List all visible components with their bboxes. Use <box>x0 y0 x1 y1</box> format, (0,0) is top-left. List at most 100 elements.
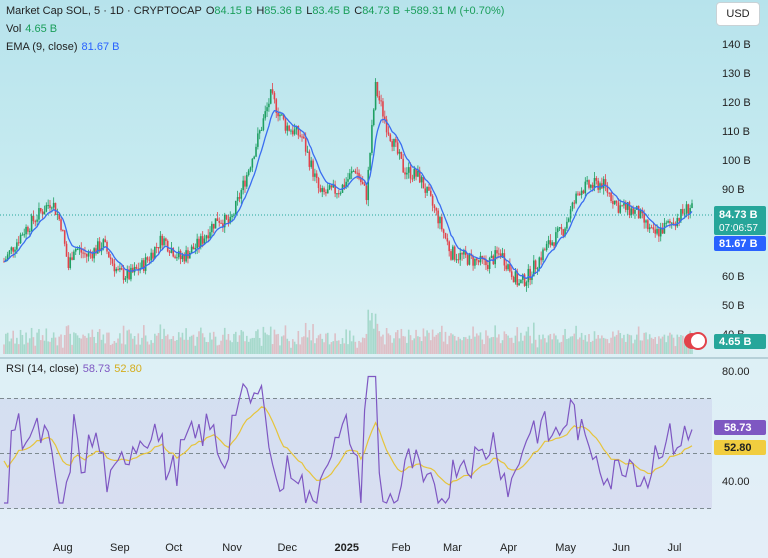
candle-body <box>372 109 375 126</box>
volume-bar <box>286 338 289 354</box>
volume-bar <box>477 335 480 354</box>
volume-bar <box>141 337 143 354</box>
volume-bar <box>106 332 108 354</box>
volume-bar <box>672 337 675 354</box>
rsi-pane: 80.00 40.00 <box>0 366 750 509</box>
volume-bar <box>225 339 228 354</box>
volume-bar <box>560 341 563 354</box>
currency-button[interactable]: USD <box>716 2 760 26</box>
ema-badge-value: 81.67 B <box>719 238 758 250</box>
candle-body <box>126 269 129 279</box>
candle-body <box>192 246 195 250</box>
volume-bar <box>415 329 417 354</box>
volume-bar <box>406 342 408 354</box>
candle-body <box>32 215 35 222</box>
volume-bar <box>534 339 537 354</box>
volume-bar <box>249 338 252 354</box>
candle-body <box>73 251 75 260</box>
candle-body <box>672 222 675 225</box>
candle-body <box>398 151 401 154</box>
candle-body <box>621 205 623 207</box>
volume-bar <box>209 332 211 354</box>
volume-bar <box>575 325 577 354</box>
volume-bar <box>531 343 533 354</box>
time-axis[interactable]: Aug Sep Oct Nov Dec 2025 Feb Mar Apr May Jun Jul <box>53 542 681 554</box>
volume-bar <box>507 335 509 354</box>
ema-label[interactable]: EMA (9, close) <box>6 41 78 53</box>
volume-bar <box>161 339 164 354</box>
candle-body <box>251 158 254 168</box>
candle-body <box>10 247 13 251</box>
candle-body <box>194 248 197 250</box>
candle-body <box>411 178 414 180</box>
volume-bar <box>481 339 484 354</box>
volume-bar <box>429 340 432 354</box>
candle-body <box>685 204 688 214</box>
volume-bar <box>418 336 421 354</box>
rsi-badge: 58.73 <box>714 420 766 435</box>
volume-bar <box>487 335 489 354</box>
volume-bar <box>356 347 358 354</box>
volume-bar <box>667 335 669 354</box>
volume-bar <box>360 342 362 354</box>
volume-bar <box>108 332 110 354</box>
volume-bar <box>584 335 587 354</box>
candle-body <box>527 268 530 283</box>
volume-bar <box>323 342 325 354</box>
candle-body <box>120 267 123 270</box>
price-tick-label: 120 B <box>722 97 751 109</box>
candle-body <box>680 209 682 221</box>
volume-bar <box>413 338 416 354</box>
candle-body <box>678 218 680 221</box>
volume-bar <box>166 334 169 354</box>
candle-body <box>349 173 351 180</box>
volume-bar <box>433 336 436 354</box>
alert-icon[interactable] <box>689 332 707 350</box>
candle-body <box>358 172 360 179</box>
candle-body <box>637 206 640 219</box>
candle-body <box>352 170 355 172</box>
volume-bar <box>569 336 572 354</box>
candle-body <box>564 228 566 236</box>
candle-body <box>95 248 97 254</box>
volume-bar <box>641 340 644 354</box>
candle-body <box>396 142 399 154</box>
volume-bar <box>247 341 250 354</box>
candle-body <box>544 249 546 251</box>
volume-bar <box>251 337 254 354</box>
candle-body <box>233 214 235 216</box>
volume-bar <box>643 332 645 354</box>
candle-body <box>264 111 267 119</box>
candle-body <box>479 255 482 263</box>
volume-bar <box>65 326 68 354</box>
volume-bar <box>680 334 682 354</box>
volume-bars <box>3 309 693 354</box>
candle-body <box>510 271 513 277</box>
candle-body <box>597 180 599 190</box>
candle-body <box>166 240 169 252</box>
candle-body <box>170 248 173 253</box>
symbol-label[interactable]: Market Cap SOL, 5 · 1D · CRYPTOCAP <box>6 5 202 17</box>
volume-bar <box>582 339 585 354</box>
volume-bar <box>499 343 502 354</box>
volume-bar <box>130 333 132 354</box>
candle-body <box>135 266 138 269</box>
candle-body <box>487 265 489 269</box>
volume-bar <box>299 344 301 354</box>
volume-bar <box>354 341 357 354</box>
rsi-label[interactable]: RSI (14, close) <box>6 363 79 375</box>
candle-body <box>656 228 658 234</box>
candle-body <box>556 228 559 233</box>
volume-bar <box>468 335 471 354</box>
rsi-band <box>0 398 712 509</box>
candle-body <box>16 242 18 250</box>
volume-label[interactable]: Vol <box>6 23 22 35</box>
candle-body <box>183 255 186 262</box>
volume-bar <box>60 334 62 354</box>
candle-body <box>395 138 397 143</box>
volume-bar <box>374 313 377 354</box>
volume-bar <box>155 335 158 354</box>
volume-bar <box>23 344 26 354</box>
